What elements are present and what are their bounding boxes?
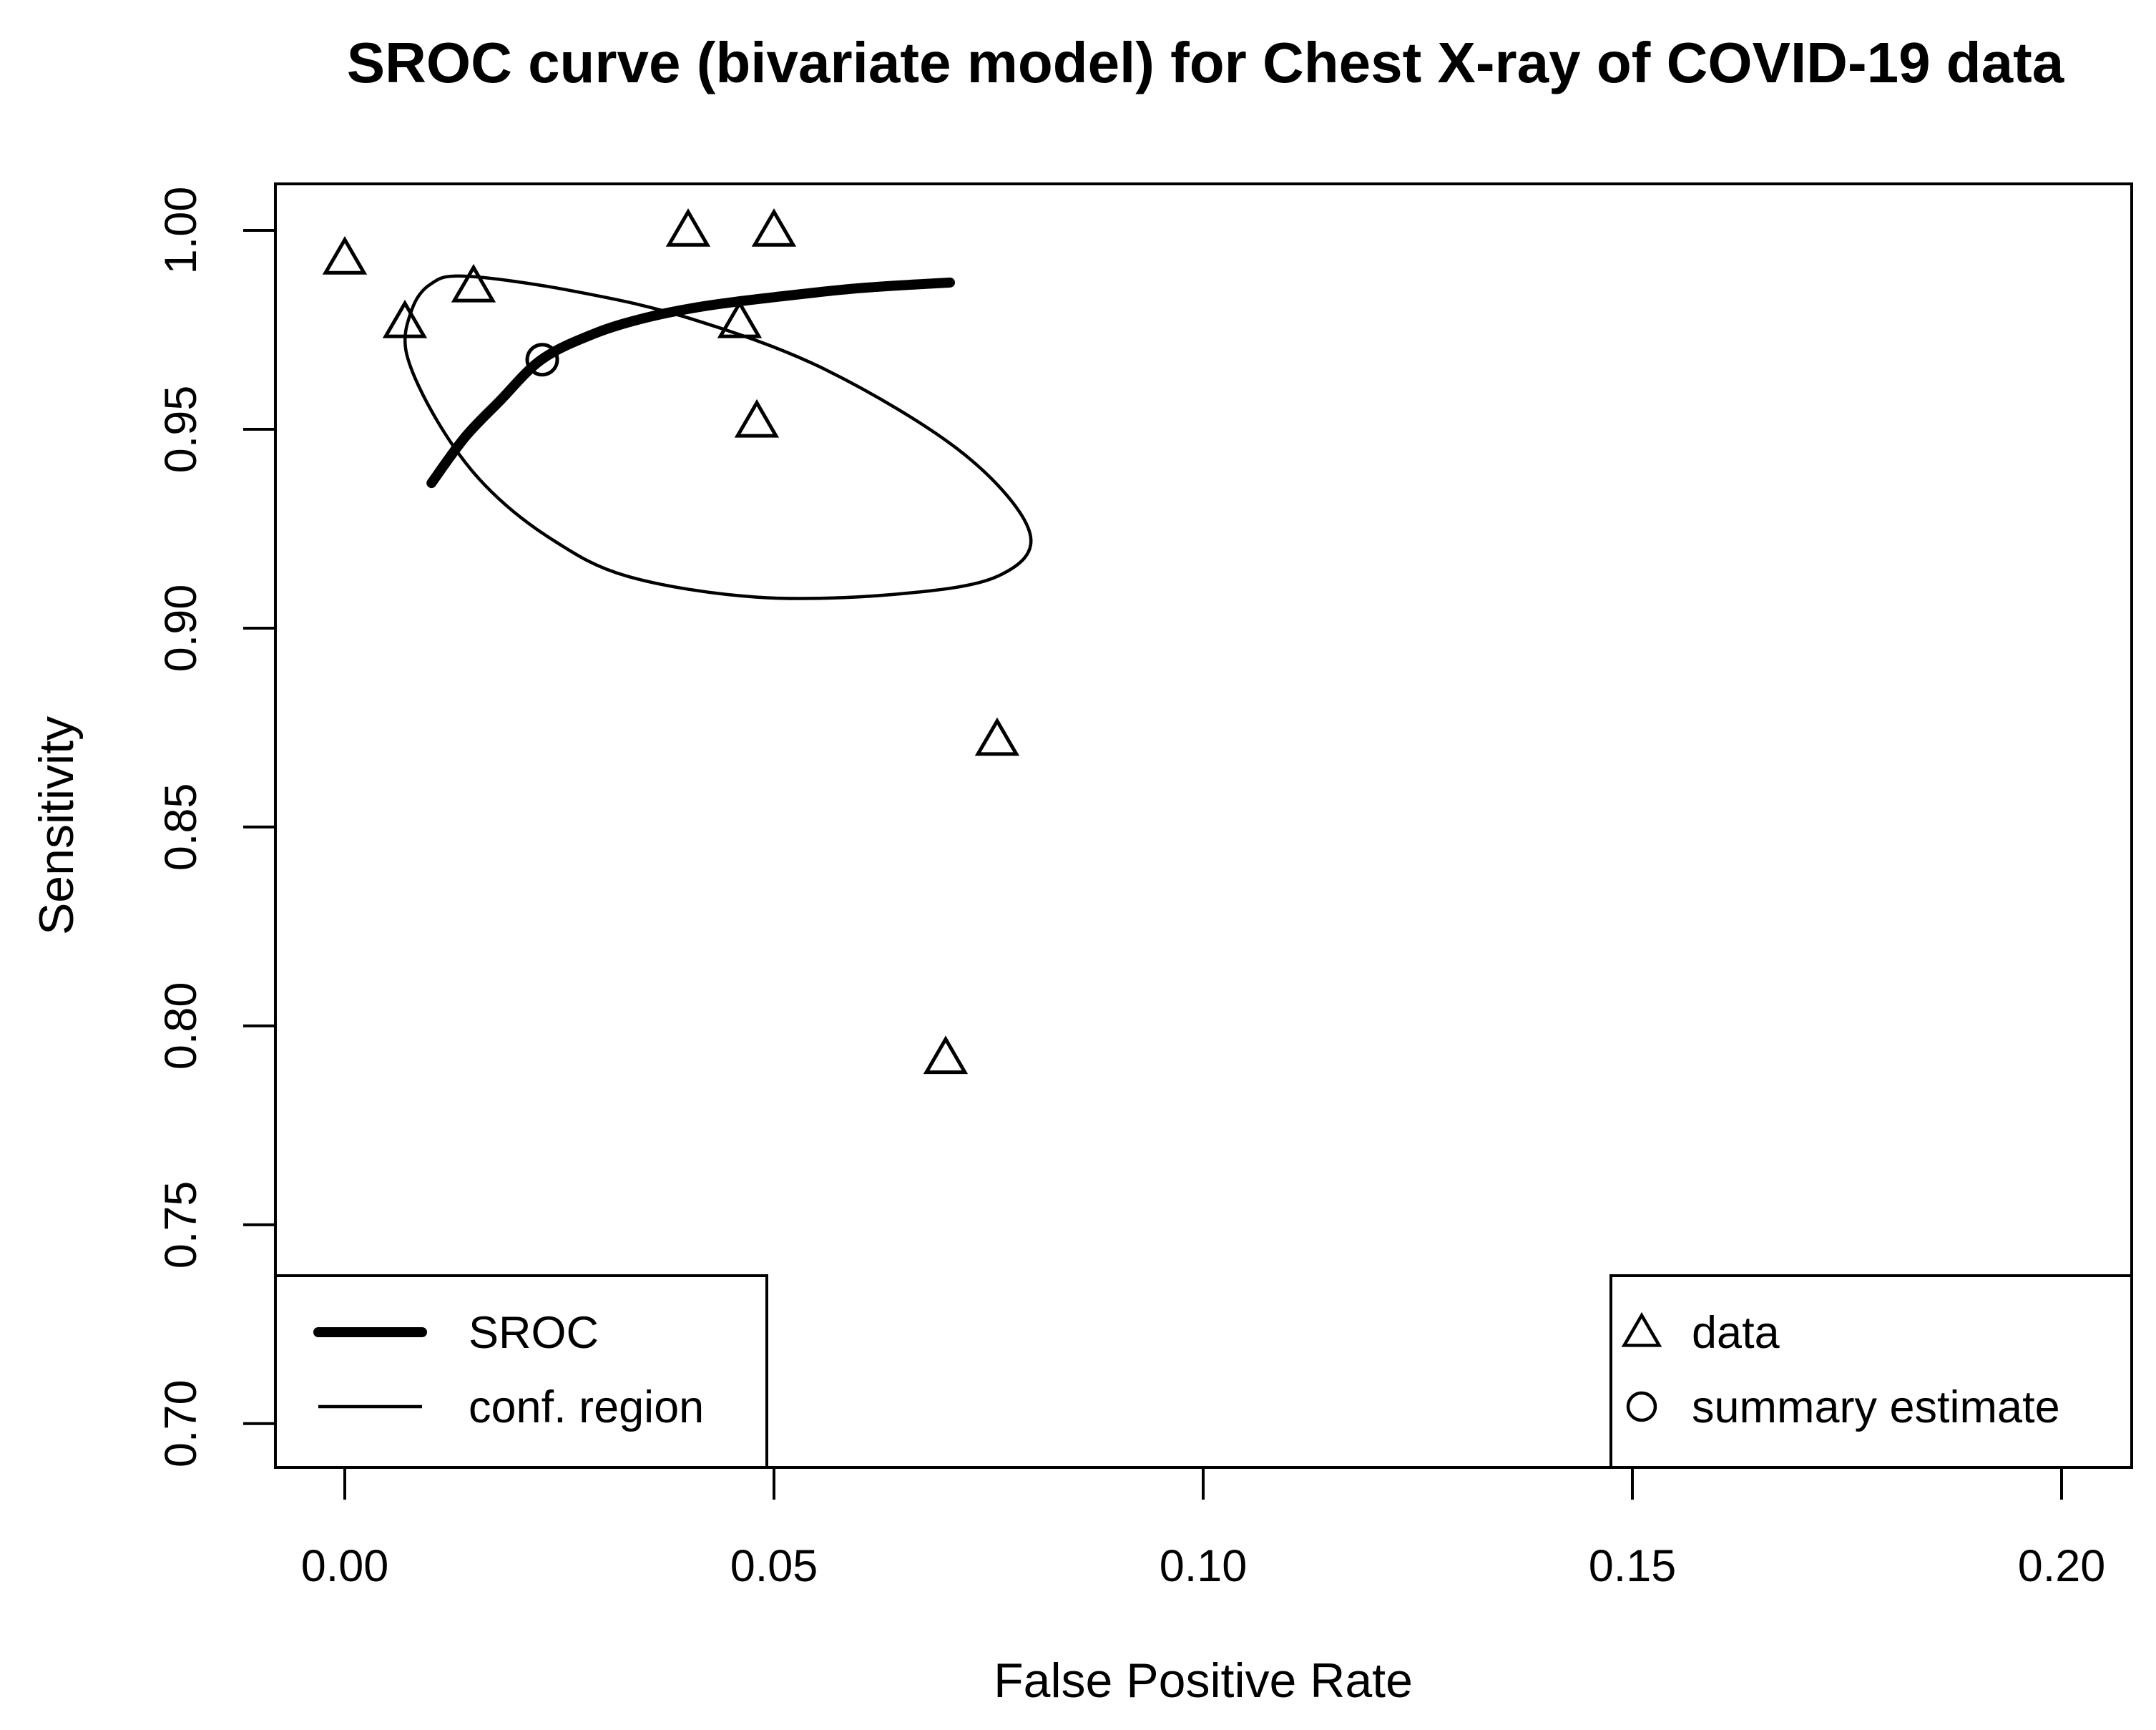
data-point-triangle: [923, 1035, 969, 1075]
chart-series: [322, 208, 1033, 1075]
legend-box: [274, 1274, 768, 1469]
data-point-triangle: [451, 263, 496, 303]
y-axis-ticks: 0.70 0.75 0.80 0.85 0.90 0.95 1.00: [156, 187, 275, 1467]
legend-item-label: SROC: [469, 1308, 599, 1358]
x-axis-ticks: 0.00 0.05 0.10 0.15 0.20: [301, 1467, 2106, 1591]
legend-triangle-symbol: [1621, 1311, 1662, 1347]
data-point-triangle: [734, 399, 780, 438]
x-tick-label: 0.15: [1589, 1541, 1677, 1591]
data-point-triangle: [322, 236, 368, 275]
legend-circle-symbol: [1626, 1391, 1657, 1422]
data-point-triangle: [665, 208, 711, 247]
x-axis-label: False Positive Rate: [994, 1653, 1413, 1708]
y-axis-label: Sensitivity: [29, 716, 84, 935]
y-tick-label: 0.80: [156, 982, 206, 1070]
y-tick-label: 0.90: [156, 585, 206, 673]
data-point-triangle: [751, 208, 797, 247]
legend-item-label: summary estimate: [1692, 1382, 2060, 1432]
legend-item-label: conf. region: [469, 1382, 704, 1432]
legend-item-label: data: [1692, 1308, 1780, 1358]
data-point-triangle: [717, 299, 763, 338]
x-tick-label: 0.00: [301, 1541, 389, 1591]
chart-title: SROC curve (bivariate model) for Chest X…: [347, 31, 2064, 94]
confidence-region-curve: [403, 274, 1033, 600]
x-tick-label: 0.05: [730, 1541, 818, 1591]
y-tick-label: 0.70: [156, 1379, 206, 1467]
x-tick-label: 0.10: [1160, 1541, 1248, 1591]
y-tick-label: 0.85: [156, 783, 206, 871]
summary-estimate-point: [525, 343, 559, 377]
legend-bottomright: data summary estimate: [1609, 1274, 2133, 1469]
legend-box: [1609, 1274, 2133, 1469]
legends: SROC conf. region data summary estimate: [274, 1274, 2133, 1469]
y-tick-label: 0.75: [156, 1181, 206, 1269]
data-point-triangle: [974, 717, 1020, 756]
legend-bottomleft: SROC conf. region: [274, 1274, 768, 1469]
x-tick-label: 0.20: [2018, 1541, 2106, 1591]
sroc-curve: [426, 277, 955, 489]
y-tick-label: 1.00: [156, 187, 206, 275]
y-tick-label: 0.95: [156, 386, 206, 474]
